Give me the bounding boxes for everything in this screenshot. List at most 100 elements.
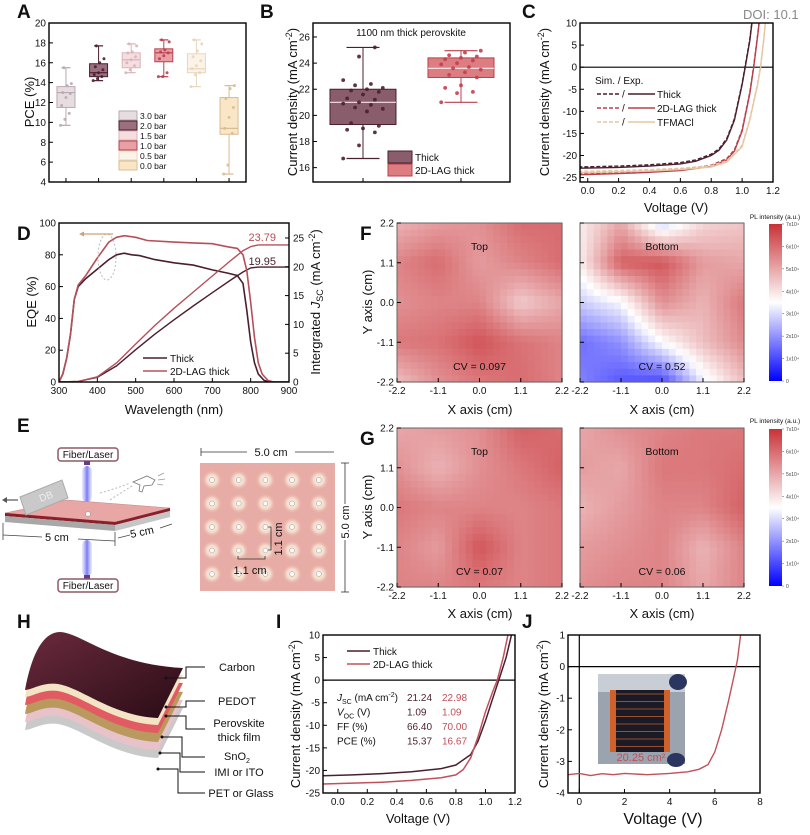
- heatmap-cell: [548, 580, 556, 588]
- heatmap-cell: [662, 368, 670, 376]
- heatmap-cell: [723, 276, 731, 284]
- heatmap-cell: [397, 295, 405, 304]
- heatmap-cell: [397, 262, 405, 270]
- heatmap-cell: [586, 242, 595, 251]
- heatmap-cell: [479, 428, 487, 436]
- heatmap-cell: [548, 467, 556, 475]
- heatmap-cell: [541, 282, 549, 290]
- heatmap-cell: [493, 553, 501, 562]
- heatmap-cell: [662, 494, 670, 502]
- heatmap-cell: [689, 335, 697, 343]
- heatmap-cell: [580, 580, 588, 588]
- heatmap-cell: [472, 474, 481, 482]
- heatmap-cell: [600, 560, 608, 568]
- data-point: [365, 87, 369, 92]
- heatmap-cell: [716, 547, 725, 555]
- data-point: [69, 82, 73, 86]
- heatmap-cell: [580, 236, 588, 244]
- legend-swatch: [387, 150, 413, 164]
- heatmap-cell: [486, 236, 494, 244]
- heatmap-cell: [465, 229, 474, 237]
- heatmap-cell: [641, 467, 649, 475]
- heatmap-cell: [716, 428, 725, 436]
- x-tick-label: 0.0: [473, 386, 487, 397]
- heatmap-cell: [438, 567, 446, 575]
- heatmap-cell: [479, 500, 487, 509]
- heatmap-cell: [737, 507, 745, 515]
- data-point: [372, 97, 377, 102]
- y-tick-label: 0.0: [380, 298, 394, 309]
- heatmap-cell: [737, 322, 745, 330]
- heatmap-cell: [452, 295, 460, 304]
- heatmap-cell: [513, 507, 522, 515]
- heatmap-cell: [723, 375, 731, 383]
- heatmap-cell: [703, 256, 711, 264]
- heatmap-cell: [527, 262, 536, 270]
- heatmap-cell: [548, 428, 556, 436]
- heatmap-cell: [586, 368, 595, 376]
- panel-letter-h: H: [17, 612, 31, 633]
- heatmap-cell: [627, 441, 636, 449]
- heatmap-cell: [621, 276, 629, 284]
- heatmap-cell: [541, 236, 549, 244]
- heatmap-cell: [675, 500, 684, 509]
- heatmap-cell: [600, 474, 608, 482]
- heatmap-cell: [696, 514, 704, 522]
- heatmap-cell: [513, 434, 522, 442]
- heatmap-cell: [723, 527, 731, 535]
- y-tick-label: 10: [566, 19, 578, 30]
- heatmap-cell: [541, 474, 549, 482]
- heatmap-cell: [655, 553, 663, 562]
- heatmap-cell: [682, 573, 690, 581]
- heatmap-cell: [586, 269, 595, 277]
- heatmap-cell: [424, 507, 432, 515]
- heatmap-cell: [431, 441, 439, 449]
- heatmap-cell: [520, 540, 529, 548]
- y-tick-label: 10: [35, 118, 47, 129]
- heatmap-cell: [424, 276, 432, 284]
- heatmap-cell: [445, 560, 453, 568]
- heatmap-cell: [648, 229, 656, 237]
- heatmap-cell: [493, 289, 501, 297]
- heatmap-cell: [723, 428, 731, 436]
- heatmap-cell: [641, 487, 649, 495]
- heatmap-cell: [696, 368, 704, 376]
- heatmap-cell: [730, 507, 738, 515]
- y-tick-label: 14: [35, 78, 47, 89]
- heatmap-cell: [410, 236, 419, 244]
- heatmap-cell: [716, 573, 725, 581]
- heatmap-cell: [486, 447, 494, 456]
- heatmap-cell: [586, 309, 595, 317]
- heatmap-cell: [507, 335, 515, 343]
- heatmap-cell: [737, 527, 745, 535]
- heatmap-cell: [621, 447, 629, 456]
- data-point: [467, 65, 471, 69]
- heatmap-cell: [668, 223, 677, 231]
- heatmap-cell: [641, 262, 649, 270]
- heatmap-cell: [696, 322, 704, 330]
- heatmap-cell: [452, 249, 460, 257]
- heatmap-cell: [696, 362, 704, 370]
- x-tick-label: 0.6: [419, 797, 433, 808]
- heatmap-cell: [593, 315, 602, 323]
- f-xlabel-left: X axis (cm): [448, 402, 513, 417]
- colorbar-tick-label: 4x10⁴: [786, 494, 799, 500]
- heatmap-cell: [648, 348, 656, 357]
- heatmap-cell: [479, 256, 487, 264]
- data-point: [60, 103, 64, 107]
- heatmap-cell: [452, 540, 460, 548]
- data-point: [474, 54, 479, 59]
- heatmap-cell: [513, 295, 522, 304]
- heatmap-cell: [703, 322, 711, 330]
- heatmap-cell: [675, 302, 684, 310]
- heatmap-cell: [627, 295, 636, 304]
- heatmap-cell: [723, 262, 731, 270]
- heatmap-cell: [410, 276, 419, 284]
- heatmap-cell: [479, 342, 487, 350]
- heatmap-cell: [662, 481, 670, 489]
- heatmap-cell: [507, 567, 515, 575]
- x-tick-label: 400: [89, 386, 106, 397]
- heatmap-cell: [730, 329, 738, 337]
- heatmap-cell: [541, 534, 549, 542]
- heatmap-cell: [696, 534, 704, 542]
